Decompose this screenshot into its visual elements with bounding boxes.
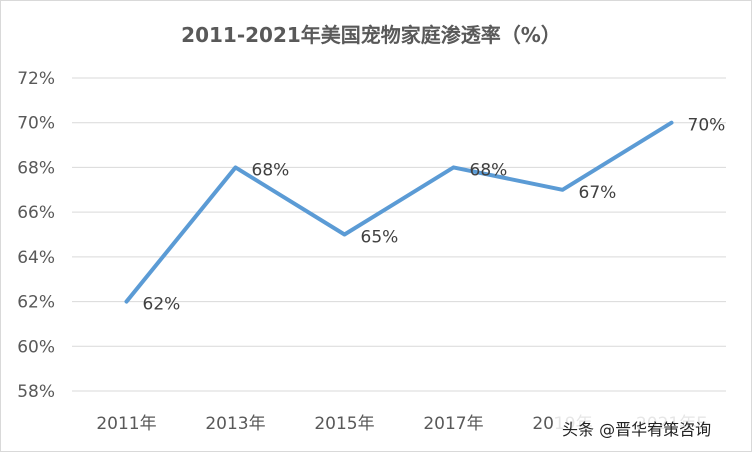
y-tick-label: 68% [17,158,55,178]
x-tick-label: 2015年 [314,414,374,434]
x-tick-label: 2013年 [205,414,265,434]
x-tick-label: 2011年 [96,414,156,434]
y-tick-label: 58% [17,382,55,402]
data-label: 68% [470,160,508,180]
y-axis-ticks: 58% 60% 62% 64% 66% 68% 70% 72% [17,69,55,402]
series-line [124,120,674,304]
data-label: 70% [688,116,726,136]
data-label: 68% [252,160,290,180]
data-label: 67% [579,183,617,203]
y-tick-label: 72% [17,69,55,89]
y-tick-label: 66% [17,203,55,223]
watermark-text: 头条 @晋华宥策咨询 [562,420,711,439]
y-tick-label: 62% [17,293,55,313]
data-label: 65% [361,228,399,248]
x-tick-label: 2017年 [423,414,483,434]
chart-title: 2011-2021年美国宠物家庭渗透率（%） [181,23,561,47]
data-labels: 62% 68% 65% 68% 67% 70% [143,116,726,315]
y-tick-label: 60% [17,337,55,357]
y-tick-label: 70% [17,114,55,134]
series-layer [124,120,674,304]
gridlines [72,77,726,392]
y-tick-label: 64% [17,248,55,268]
watermark-backdrop [556,413,744,443]
data-label: 62% [143,295,181,315]
watermark: 头条 @晋华宥策咨询 [556,413,744,443]
